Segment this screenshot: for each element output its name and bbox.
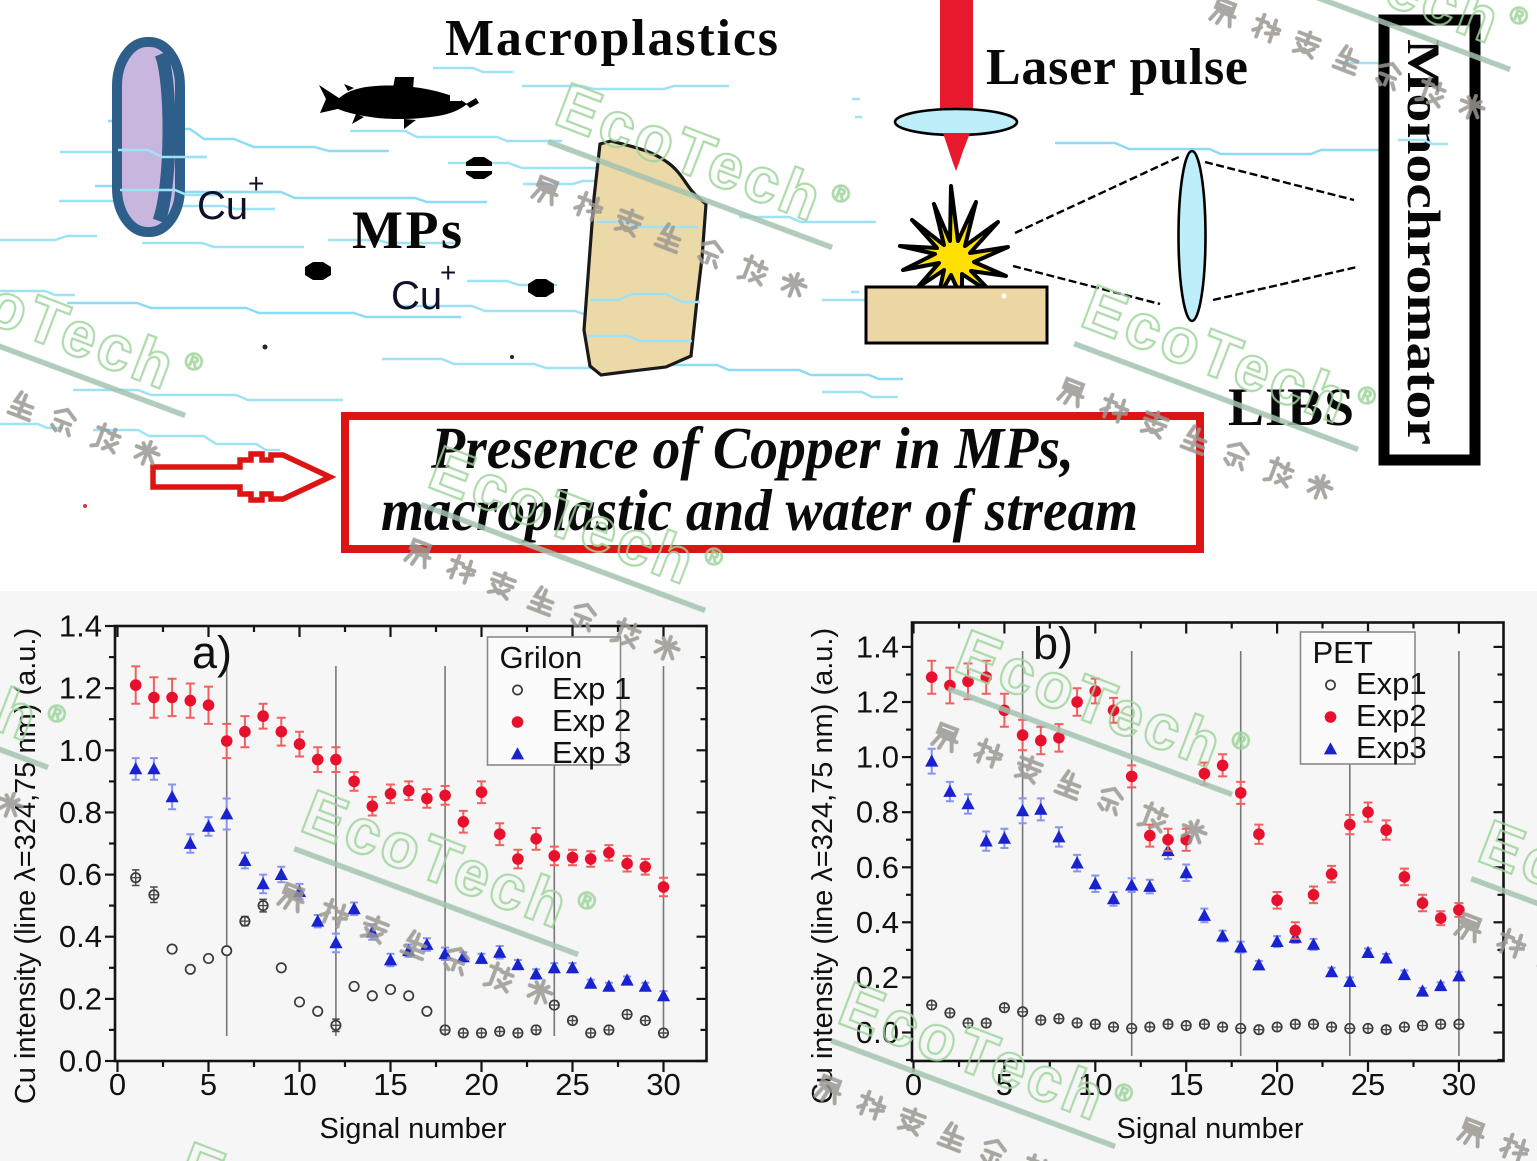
svg-text:1.2: 1.2 (856, 685, 899, 720)
svg-text:Macroplastics: Macroplastics (445, 10, 778, 67)
svg-text:20: 20 (464, 1067, 498, 1102)
svg-text:0: 0 (109, 1067, 126, 1102)
svg-text:1.0: 1.0 (59, 733, 102, 768)
svg-text:Exp 3: Exp 3 (552, 735, 631, 770)
svg-text:Cu: Cu (391, 274, 442, 318)
svg-text:Exp1: Exp1 (1356, 666, 1427, 701)
svg-text:Signal number: Signal number (320, 1113, 507, 1145)
svg-text:0.0: 0.0 (59, 1044, 102, 1079)
svg-text:0.4: 0.4 (856, 905, 899, 940)
svg-text:15: 15 (373, 1067, 407, 1102)
svg-text:a): a) (192, 627, 232, 678)
svg-text:20: 20 (1260, 1067, 1294, 1102)
svg-text:30: 30 (1442, 1067, 1476, 1102)
svg-text:0.8: 0.8 (856, 795, 899, 830)
svg-text:0.6: 0.6 (59, 857, 102, 892)
svg-text:1.4: 1.4 (59, 609, 102, 644)
svg-text:Exp2: Exp2 (1356, 698, 1427, 733)
svg-text:Signal number: Signal number (1117, 1113, 1304, 1145)
svg-text:+: + (440, 257, 456, 288)
svg-text:25: 25 (555, 1067, 589, 1102)
svg-text:1.2: 1.2 (59, 671, 102, 706)
svg-text:PET: PET (1313, 635, 1373, 670)
svg-text:10: 10 (282, 1067, 316, 1102)
svg-text:Exp 1: Exp 1 (552, 671, 631, 706)
svg-text:Laser pulse: Laser pulse (986, 39, 1248, 96)
svg-text:+: + (248, 168, 264, 199)
svg-text:30: 30 (646, 1067, 680, 1102)
svg-text:15: 15 (1169, 1067, 1203, 1102)
svg-text:0.4: 0.4 (59, 919, 102, 954)
svg-text:Cu: Cu (197, 184, 248, 228)
svg-text:1.0: 1.0 (856, 740, 899, 775)
svg-text:0.8: 0.8 (59, 795, 102, 830)
svg-text:MPs: MPs (352, 200, 462, 260)
svg-text:25: 25 (1351, 1067, 1385, 1102)
svg-text:0.2: 0.2 (59, 981, 102, 1016)
svg-text:Grilon: Grilon (500, 640, 583, 675)
svg-text:1.4: 1.4 (856, 629, 899, 664)
svg-text:Exp 2: Exp 2 (552, 703, 631, 738)
svg-text:5: 5 (200, 1067, 217, 1102)
svg-text:0.6: 0.6 (856, 850, 899, 885)
svg-text:Exp3: Exp3 (1356, 730, 1427, 765)
